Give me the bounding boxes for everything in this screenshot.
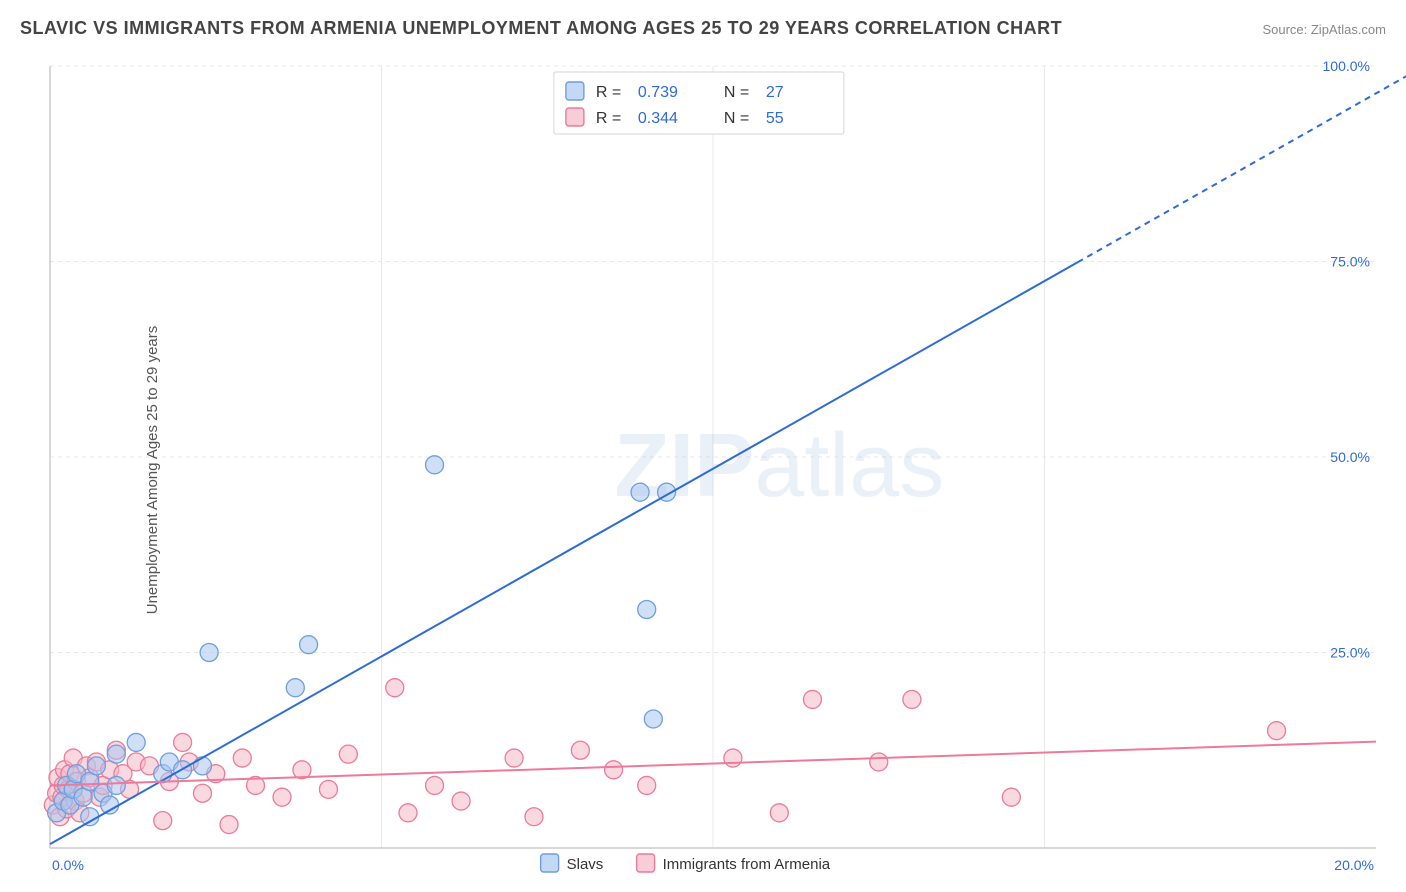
- slavs-point: [200, 644, 218, 662]
- armenia-point: [803, 690, 821, 708]
- slavs-point: [644, 710, 662, 728]
- y-axis-label: Unemployment Among Ages 25 to 29 years: [144, 326, 161, 615]
- legend-r-label: R =: [596, 110, 621, 127]
- armenia-point: [154, 812, 172, 830]
- slavs-point: [638, 600, 656, 618]
- legend-n-label: N =: [724, 84, 749, 101]
- armenia-point: [452, 792, 470, 810]
- legend-n-value-armenia: 55: [766, 110, 784, 127]
- x-tick-label: 20.0%: [1334, 857, 1374, 873]
- armenia-point: [505, 749, 523, 767]
- legend-r-value-armenia: 0.344: [638, 110, 678, 127]
- slavs-point: [81, 808, 99, 826]
- slavs-point: [286, 679, 304, 697]
- y-tick-label: 100.0%: [1323, 58, 1370, 74]
- armenia-point: [903, 690, 921, 708]
- source-prefix: Source:: [1262, 22, 1310, 37]
- slavs-point: [193, 757, 211, 775]
- slavs-point: [107, 745, 125, 763]
- armenia-point: [571, 741, 589, 759]
- armenia-point: [339, 745, 357, 763]
- slavs-point: [426, 456, 444, 474]
- legend-bottom-swatch-slavs: [541, 854, 559, 872]
- armenia-point: [724, 749, 742, 767]
- armenia-point: [399, 804, 417, 822]
- legend-bottom-label-armenia: Immigrants from Armenia: [663, 856, 831, 873]
- armenia-point: [220, 816, 238, 834]
- armenia-point: [386, 679, 404, 697]
- legend-swatch-armenia: [566, 108, 584, 126]
- armenia-point: [1002, 788, 1020, 806]
- armenia-point: [1268, 722, 1286, 740]
- slavs-point: [300, 636, 318, 654]
- armenia-point: [525, 808, 543, 826]
- legend-bottom-label-slavs: Slavs: [567, 856, 604, 873]
- slavs-regression-line-extrapolated: [1078, 67, 1406, 262]
- armenia-point: [605, 761, 623, 779]
- x-tick-label: 0.0%: [52, 857, 84, 873]
- legend-n-label: N =: [724, 110, 749, 127]
- armenia-point: [770, 804, 788, 822]
- slavs-point: [631, 483, 649, 501]
- chart-title: SLAVIC VS IMMIGRANTS FROM ARMENIA UNEMPL…: [20, 18, 1062, 39]
- armenia-point: [319, 780, 337, 798]
- y-tick-label: 75.0%: [1330, 254, 1370, 270]
- source-link[interactable]: ZipAtlas.com: [1311, 22, 1386, 37]
- armenia-point: [233, 749, 251, 767]
- chart-container: Unemployment Among Ages 25 to 29 years Z…: [0, 48, 1406, 892]
- armenia-point: [174, 733, 192, 751]
- slavs-point: [87, 757, 105, 775]
- legend-n-value-slavs: 27: [766, 84, 784, 101]
- y-tick-label: 25.0%: [1330, 645, 1370, 661]
- armenia-point: [193, 784, 211, 802]
- armenia-point: [273, 788, 291, 806]
- slavs-point: [127, 733, 145, 751]
- armenia-point: [870, 753, 888, 771]
- legend-r-value-slavs: 0.739: [638, 84, 678, 101]
- armenia-point: [638, 776, 656, 794]
- slavs-point: [107, 776, 125, 794]
- legend-bottom-swatch-armenia: [637, 854, 655, 872]
- source-attribution: Source: ZipAtlas.com: [1262, 22, 1386, 37]
- correlation-scatter-chart: ZIPatlas25.0%50.0%75.0%100.0%0.0%20.0%R …: [0, 48, 1406, 892]
- armenia-point: [426, 776, 444, 794]
- legend-swatch-slavs: [566, 82, 584, 100]
- legend-r-label: R =: [596, 84, 621, 101]
- y-tick-label: 50.0%: [1330, 449, 1370, 465]
